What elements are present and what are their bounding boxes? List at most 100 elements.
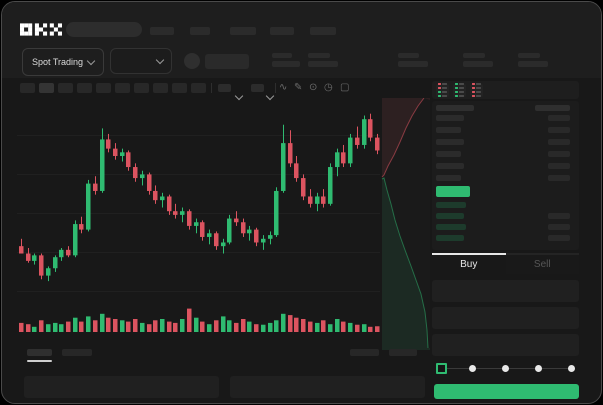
market-type-label: Spot Trading	[31, 57, 84, 67]
camera-icon[interactable]: ⊙	[309, 82, 318, 93]
draw-tool-icon[interactable]: ✎	[294, 82, 303, 93]
orderbook-bid-row[interactable]	[432, 224, 579, 231]
interval-selector[interactable]	[218, 84, 231, 92]
orderbook-ask-row[interactable]	[432, 127, 579, 134]
chart-type-button[interactable]	[153, 83, 168, 93]
order-input-placeholder[interactable]	[432, 307, 579, 329]
nav-item-placeholder[interactable]	[150, 27, 174, 35]
slider-handle[interactable]	[436, 363, 447, 374]
book-bids-icon[interactable]	[453, 82, 466, 98]
bottom-panel	[230, 376, 425, 398]
bottom-action-placeholder[interactable]	[389, 349, 417, 356]
bottom-action-placeholder[interactable]	[350, 349, 379, 356]
nav-item-placeholder[interactable]	[310, 27, 336, 35]
orderbook-ask-row[interactable]	[432, 115, 579, 122]
chart-type-button[interactable]	[96, 83, 111, 93]
icon-line	[476, 95, 481, 97]
chevron-down-icon	[86, 56, 96, 65]
buy-submit-button[interactable]	[434, 384, 579, 399]
orderbook-ask-row[interactable]	[432, 175, 579, 182]
icon-dot	[438, 82, 441, 86]
chart-type-button[interactable]	[77, 83, 92, 93]
chart-type-button[interactable]	[172, 83, 187, 93]
stat-label-placeholder	[272, 53, 292, 58]
icon-dot	[472, 94, 475, 98]
icon-dot	[455, 90, 458, 94]
orderbook-ask-row[interactable]	[432, 163, 579, 170]
chart-type-button[interactable]	[191, 83, 206, 93]
tab-buy[interactable]: Buy	[432, 253, 506, 274]
candle-style-selector[interactable]	[251, 84, 264, 92]
orderbook-header-row	[432, 105, 579, 112]
ticker-stat	[463, 53, 493, 67]
icon-dot	[455, 82, 458, 86]
orderbook-bid-row[interactable]	[432, 213, 579, 220]
last-price-bar[interactable]	[436, 186, 470, 197]
bottom-tab[interactable]	[62, 349, 92, 356]
bid-amount-placeholder	[548, 224, 570, 230]
clock-icon[interactable]: ◷	[324, 82, 333, 93]
ask-price-placeholder	[436, 127, 461, 133]
toolbar-divider	[211, 83, 212, 93]
tab-sell[interactable]: Sell	[505, 253, 579, 274]
amount-slider[interactable]	[434, 363, 577, 375]
market-type-selector[interactable]: Spot Trading	[22, 48, 104, 76]
icon-line	[459, 91, 464, 93]
icon-line	[442, 83, 447, 85]
ticker-stat	[518, 53, 548, 67]
chart-type-button[interactable]	[58, 83, 73, 93]
icon-row	[438, 82, 447, 86]
ticker-stat	[398, 53, 428, 67]
bid-amount-placeholder	[548, 213, 570, 219]
nav-item-placeholder[interactable]	[230, 27, 256, 35]
ask-amount-placeholder	[548, 151, 570, 157]
chevron-down-icon[interactable]	[265, 86, 275, 104]
chart-type-button[interactable]	[39, 83, 54, 93]
book-both-icon[interactable]	[436, 82, 449, 98]
book-asks-icon[interactable]	[470, 82, 483, 98]
chart-type-button[interactable]	[20, 83, 35, 93]
stat-label-placeholder	[518, 53, 540, 58]
icon-row	[472, 82, 481, 86]
slider-stop[interactable]	[535, 365, 542, 372]
icon-row	[455, 86, 464, 90]
bottom-tab-active[interactable]	[27, 349, 52, 356]
icon-dot	[438, 94, 441, 98]
ask-price-placeholder	[436, 175, 461, 181]
bid-price-placeholder	[436, 202, 466, 208]
icon-dot	[472, 86, 475, 90]
price-chart-canvas[interactable]	[17, 98, 430, 350]
okx-logo[interactable]	[20, 22, 62, 37]
slider-stop[interactable]	[502, 365, 509, 372]
slider-stop[interactable]	[469, 365, 476, 372]
bid-amount-placeholder	[548, 235, 570, 241]
coin-avatar[interactable]	[184, 53, 200, 69]
orderbook-ask-row[interactable]	[432, 151, 579, 158]
nav-item-placeholder[interactable]	[270, 27, 294, 35]
chevron-down-icon[interactable]	[234, 86, 244, 104]
orderbook-toolbar	[432, 81, 579, 99]
icon-line	[459, 87, 464, 89]
chart-type-button[interactable]	[115, 83, 130, 93]
bottom-tab-underline	[27, 360, 52, 362]
icon-line	[459, 95, 464, 97]
icon-row	[455, 94, 464, 98]
icon-line	[459, 83, 464, 85]
search-input[interactable]	[66, 22, 142, 37]
bid-price-placeholder	[436, 224, 466, 230]
orderbook-ask-row[interactable]	[432, 139, 579, 146]
fullscreen-icon[interactable]: ▢	[340, 82, 350, 93]
nav-item-placeholder[interactable]	[190, 27, 210, 35]
orderbook-bid-row[interactable]	[432, 235, 579, 242]
pair-selector[interactable]	[110, 48, 172, 74]
chart-type-button[interactable]	[134, 83, 149, 93]
order-input-placeholder[interactable]	[432, 280, 579, 302]
curve-tool-icon[interactable]: ∿	[279, 82, 288, 93]
ask-amount-placeholder	[548, 163, 570, 169]
icon-dot	[438, 86, 441, 90]
slider-stop[interactable]	[568, 365, 575, 372]
order-input-placeholder[interactable]	[432, 334, 579, 356]
icon-line	[442, 91, 447, 93]
col-header-placeholder	[535, 105, 570, 111]
orderbook-bid-row[interactable]	[432, 202, 579, 209]
